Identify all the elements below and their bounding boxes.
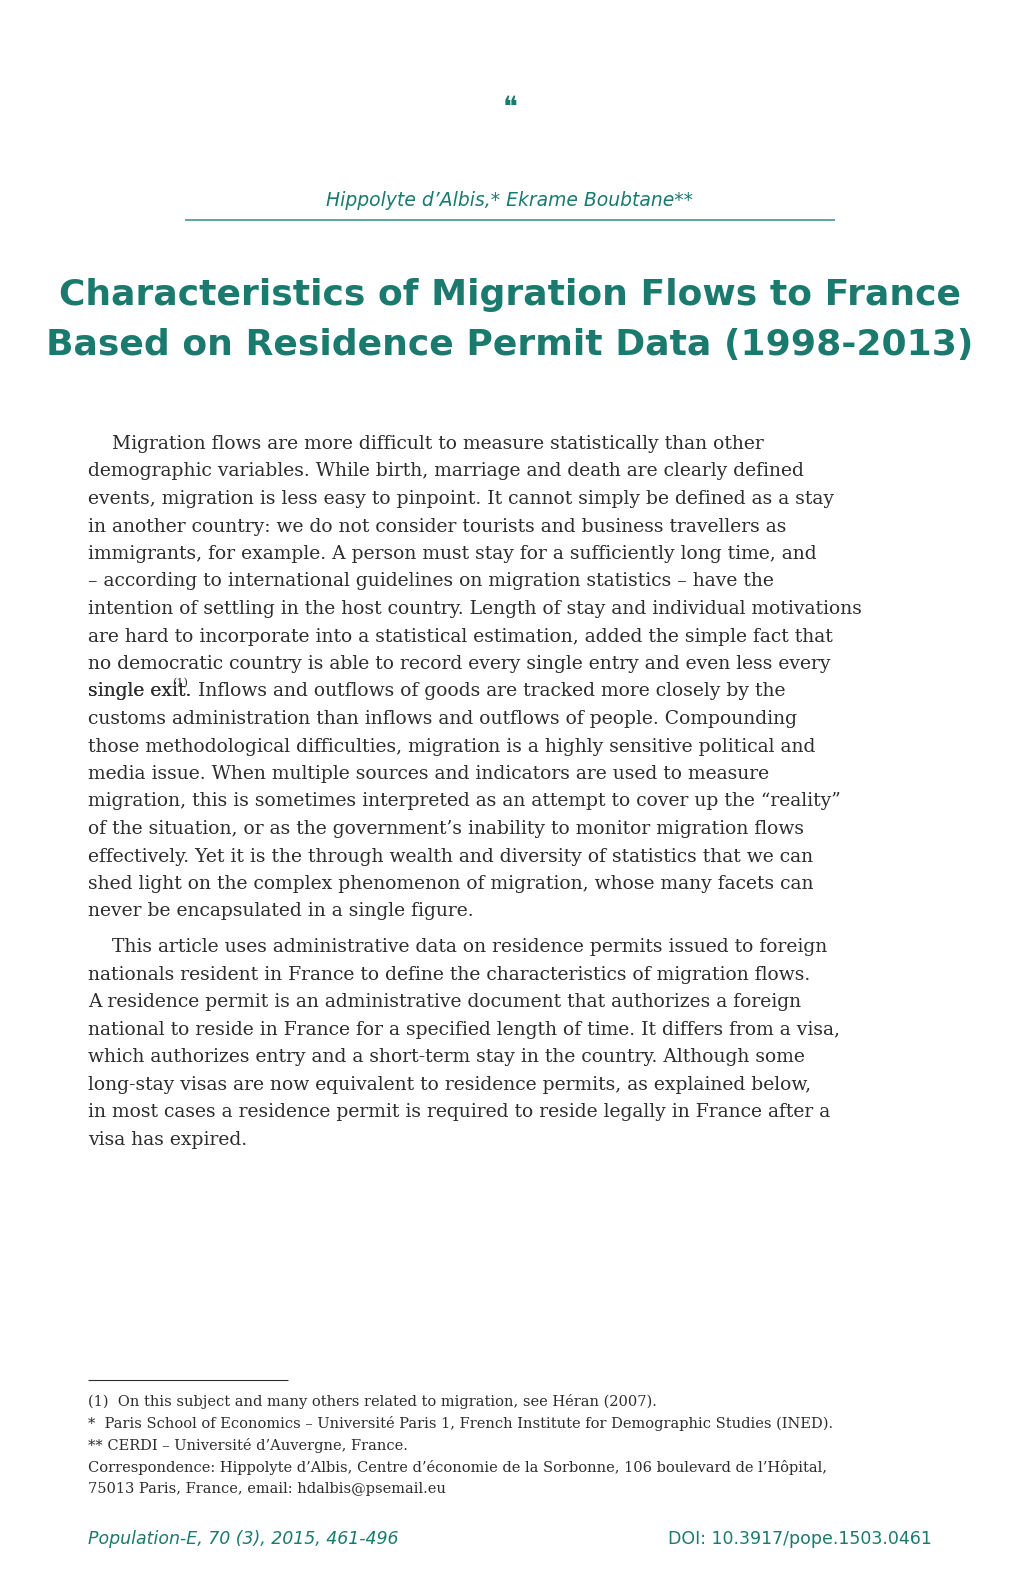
Text: Correspondence: Hippolyte d’Albis, Centre d’économie de la Sorbonne, 106 bouleva: Correspondence: Hippolyte d’Albis, Centr… — [88, 1461, 826, 1475]
Text: no democratic country is able to record every single entry and even less every: no democratic country is able to record … — [88, 655, 829, 673]
Text: of the situation, or as the government’s inability to monitor migration flows: of the situation, or as the government’s… — [88, 820, 803, 838]
Text: (1): (1) — [172, 677, 187, 688]
Text: intention of settling in the host country. Length of stay and individual motivat: intention of settling in the host countr… — [88, 600, 861, 617]
Text: visa has expired.: visa has expired. — [88, 1131, 247, 1150]
Text: in most cases a residence permit is required to reside legally in France after a: in most cases a residence permit is requ… — [88, 1104, 829, 1121]
Text: Inflows and outflows of goods are tracked more closely by the: Inflows and outflows of goods are tracke… — [192, 682, 785, 701]
Text: immigrants, for example. A person must stay for a sufficiently long time, and: immigrants, for example. A person must s… — [88, 545, 816, 564]
Text: customs administration than inflows and outflows of people. Compounding: customs administration than inflows and … — [88, 711, 796, 728]
Text: *  Paris School of Economics – Université Paris 1, French Institute for Demograp: * Paris School of Economics – Université… — [88, 1416, 833, 1431]
Text: Population-E, 70 (3), 2015, 461-496: Population-E, 70 (3), 2015, 461-496 — [88, 1530, 398, 1547]
Text: single exit.: single exit. — [88, 682, 192, 701]
Text: national to reside in France for a specified length of time. It differs from a v: national to reside in France for a speci… — [88, 1020, 840, 1039]
Text: long-stay visas are now equivalent to residence permits, as explained below,: long-stay visas are now equivalent to re… — [88, 1075, 810, 1094]
Text: those methodological difficulties, migration is a highly sensitive political and: those methodological difficulties, migra… — [88, 737, 814, 755]
Text: single exit.: single exit. — [88, 682, 192, 701]
Text: events, migration is less easy to pinpoint. It cannot simply be defined as a sta: events, migration is less easy to pinpoi… — [88, 489, 834, 508]
Text: are hard to incorporate into a statistical estimation, added the simple fact tha: are hard to incorporate into a statistic… — [88, 627, 832, 646]
Text: migration, this is sometimes interpreted as an attempt to cover up the “reality”: migration, this is sometimes interpreted… — [88, 793, 840, 810]
Text: A residence permit is an administrative document that authorizes a foreign: A residence permit is an administrative … — [88, 993, 800, 1011]
Text: effectively. Yet it is the through wealth and diversity of statistics that we ca: effectively. Yet it is the through wealt… — [88, 848, 812, 865]
Text: Based on Residence Permit Data (1998-2013): Based on Residence Permit Data (1998-201… — [46, 328, 973, 362]
Text: in another country: we do not consider tourists and business travellers as: in another country: we do not consider t… — [88, 518, 786, 535]
Text: This article uses administrative data on residence permits issued to foreign: This article uses administrative data on… — [88, 938, 826, 957]
Text: – according to international guidelines on migration statistics – have the: – according to international guidelines … — [88, 573, 773, 591]
Text: DOI: 10.3917/pope.1503.0461: DOI: 10.3917/pope.1503.0461 — [667, 1530, 931, 1547]
Text: which authorizes entry and a short-term stay in the country. Although some: which authorizes entry and a short-term … — [88, 1048, 804, 1066]
Text: media issue. When multiple sources and indicators are used to measure: media issue. When multiple sources and i… — [88, 764, 768, 783]
Text: Migration flows are more difficult to measure statistically than other: Migration flows are more difficult to me… — [88, 434, 763, 453]
Text: nationals resident in France to define the characteristics of migration flows.: nationals resident in France to define t… — [88, 966, 809, 984]
Text: Characteristics of Migration Flows to France: Characteristics of Migration Flows to Fr… — [59, 278, 960, 313]
Text: ** CERDI – Université d’Auvergne, France.: ** CERDI – Université d’Auvergne, France… — [88, 1438, 408, 1453]
Text: shed light on the complex phenomenon of migration, whose many facets can: shed light on the complex phenomenon of … — [88, 875, 813, 894]
Text: demographic variables. While birth, marriage and death are clearly defined: demographic variables. While birth, marr… — [88, 463, 803, 480]
Text: (1)  On this subject and many others related to migration, see Héran (2007).: (1) On this subject and many others rela… — [88, 1394, 656, 1408]
Text: 75013 Paris, France, email: hdalbis@psemail.eu: 75013 Paris, France, email: hdalbis@psem… — [88, 1483, 445, 1495]
Text: ❝: ❝ — [502, 95, 517, 122]
Text: Hippolyte d’Albis,* Ekrame Boubtane**: Hippolyte d’Albis,* Ekrame Boubtane** — [326, 191, 693, 210]
Text: never be encapsulated in a single figure.: never be encapsulated in a single figure… — [88, 903, 473, 921]
